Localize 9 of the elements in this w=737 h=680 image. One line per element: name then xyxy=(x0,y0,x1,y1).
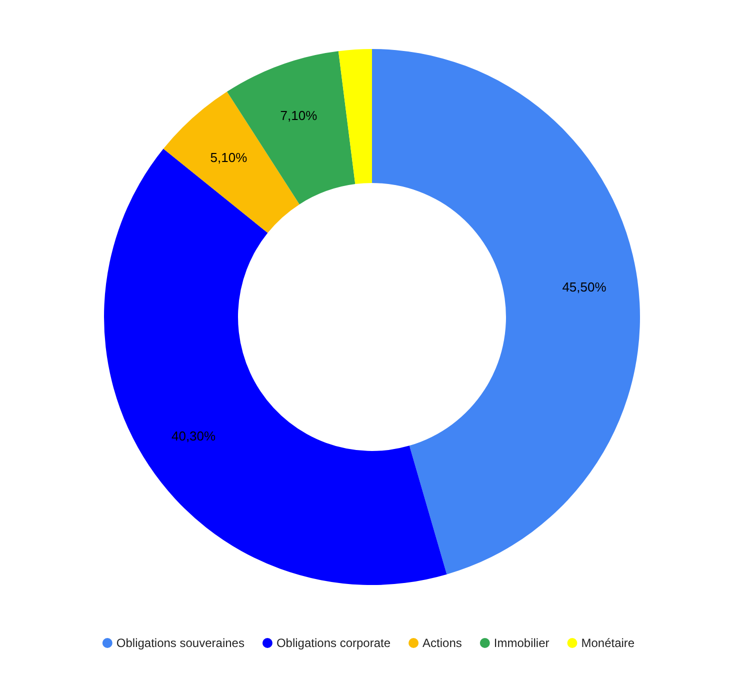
legend-label: Obligations corporate xyxy=(276,636,391,650)
data-label: 45,50% xyxy=(562,279,607,294)
legend-label: Actions xyxy=(422,636,462,650)
legend-label: Obligations souveraines xyxy=(116,636,244,650)
data-label: 7,10% xyxy=(280,108,318,124)
data-label: 40,30% xyxy=(172,428,216,444)
legend-label: Monétaire xyxy=(581,636,635,650)
data-label: 5,10% xyxy=(210,150,248,166)
legend-label: Immobilier xyxy=(494,636,550,650)
